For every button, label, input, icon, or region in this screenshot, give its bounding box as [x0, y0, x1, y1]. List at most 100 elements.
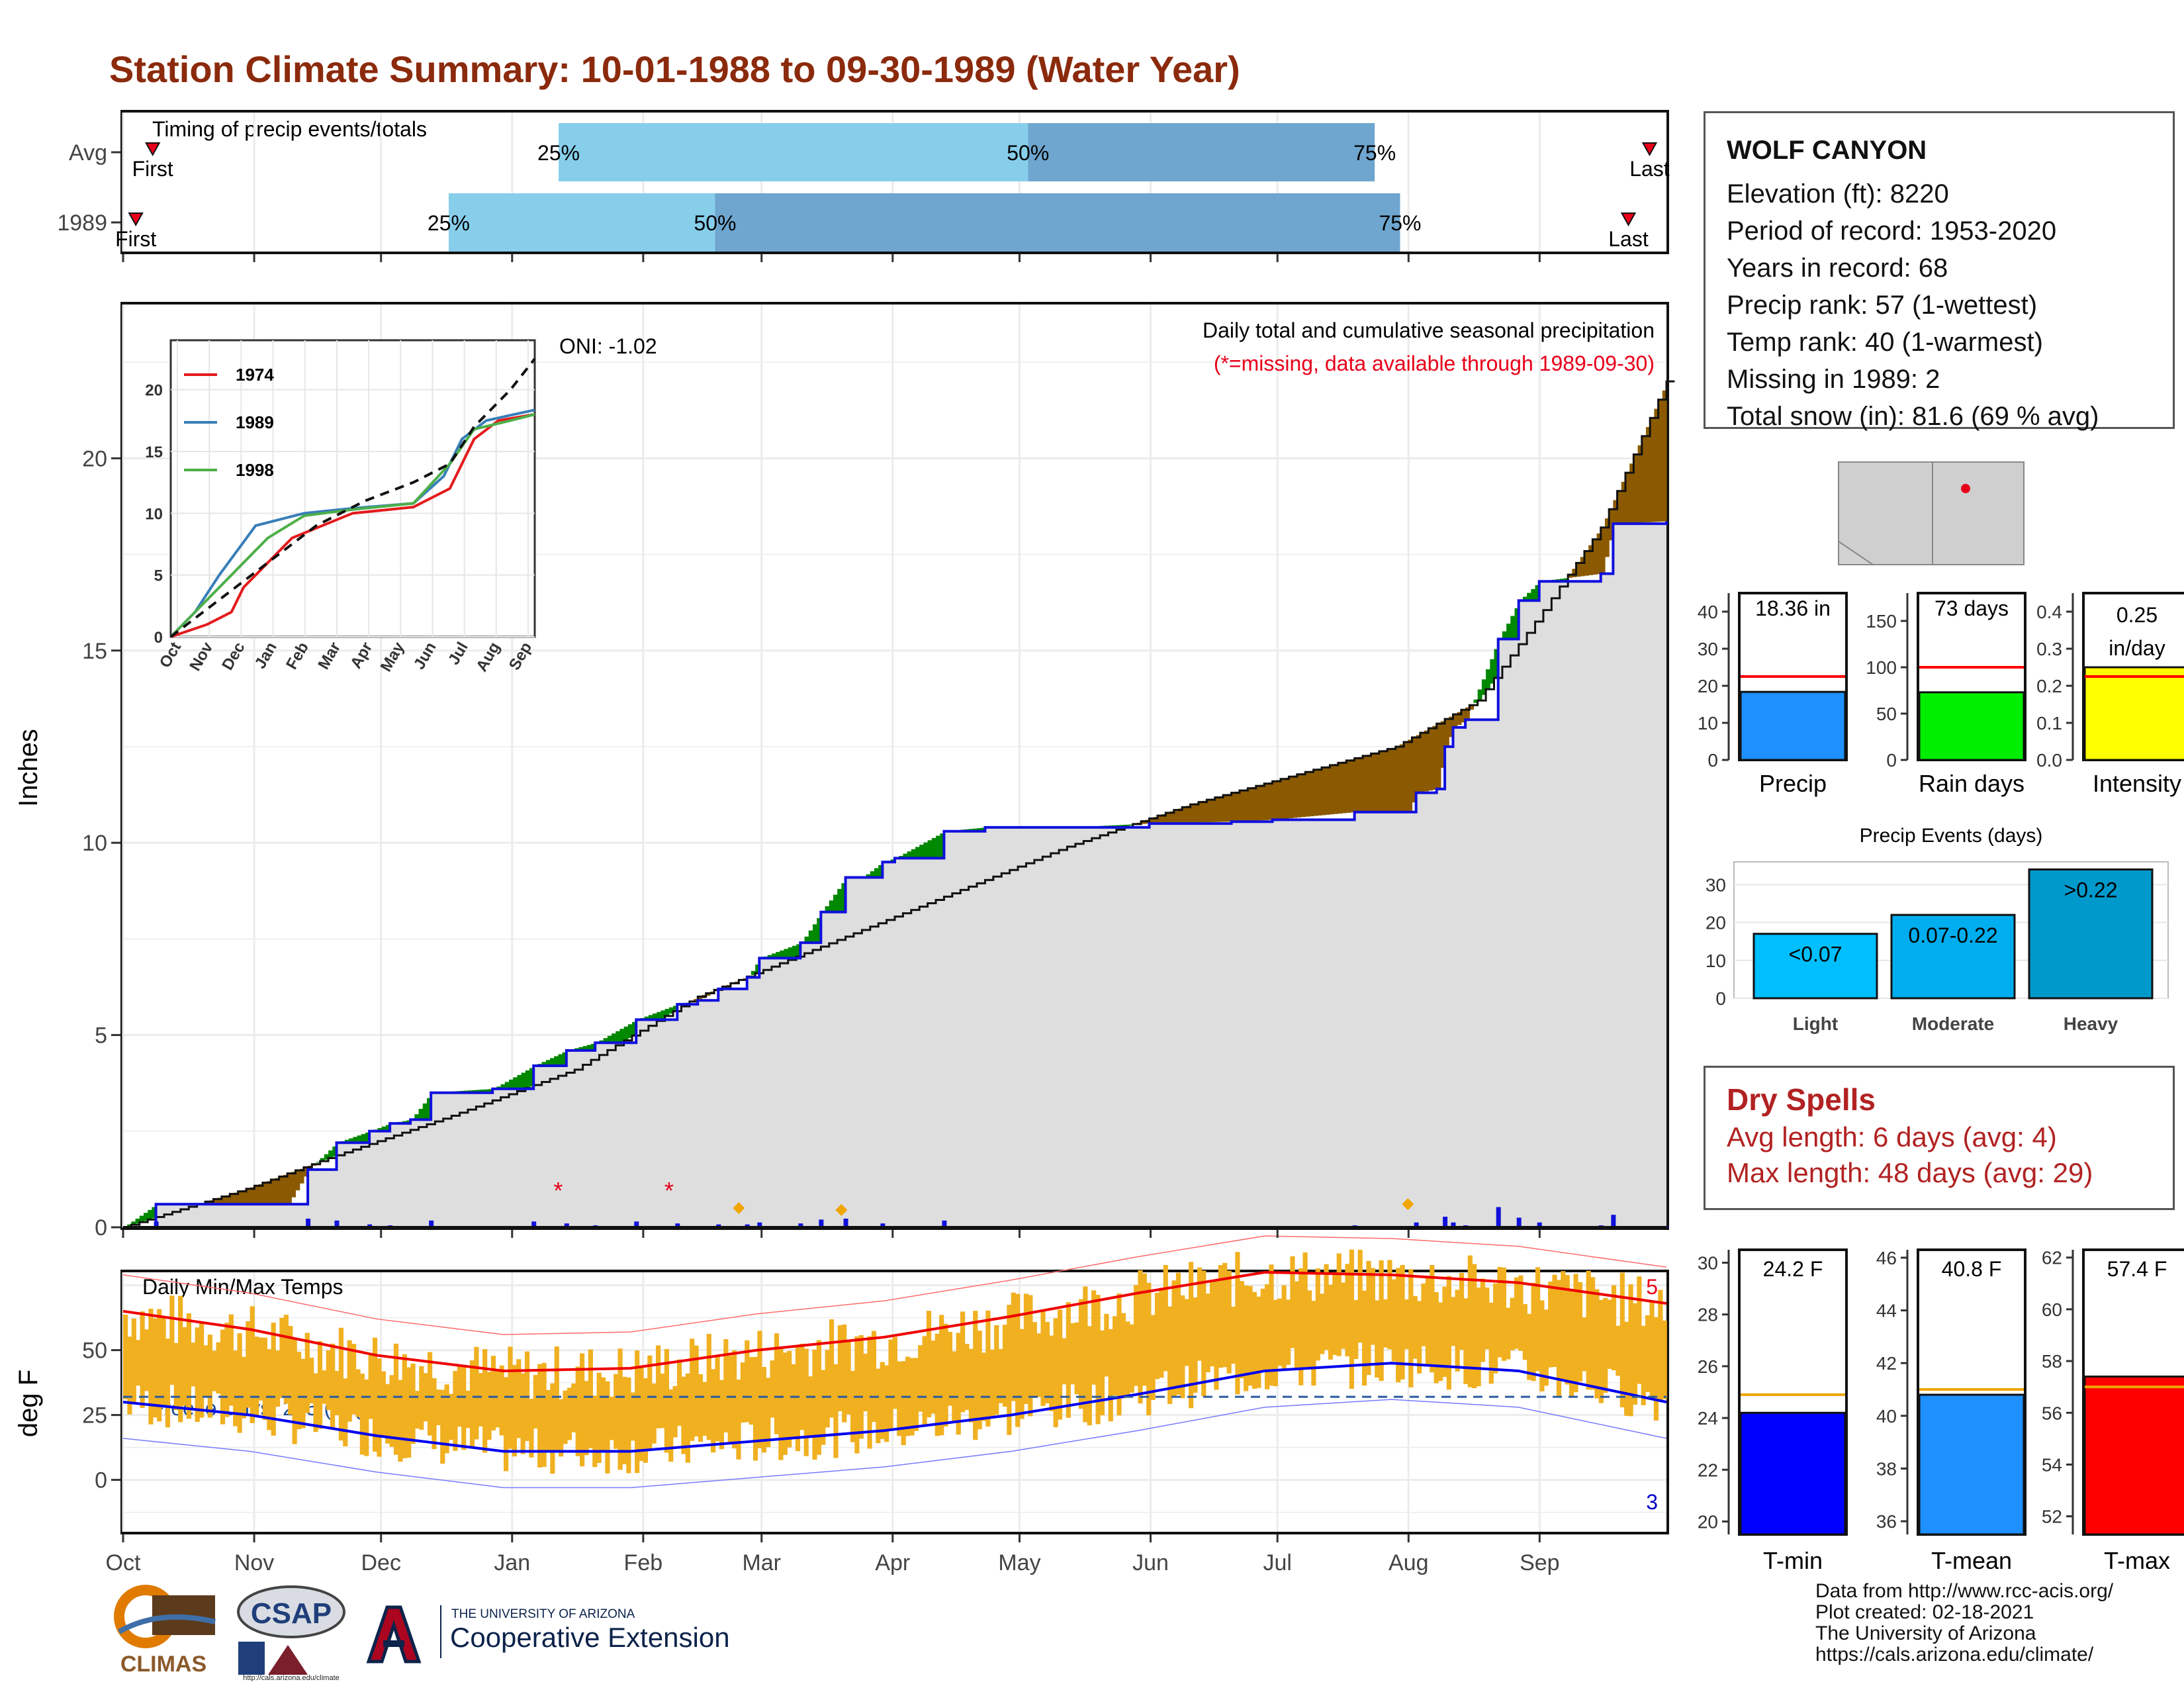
daily-temp-bar: [939, 1315, 944, 1436]
daily-temp-bar: [246, 1321, 251, 1408]
quartile-bar-low: [559, 123, 1028, 181]
daily-temp-bar: [656, 1345, 661, 1429]
surplus-area: [1124, 824, 1130, 827]
daily-temp-bar: [440, 1389, 445, 1464]
daily-temp-bar: [774, 1333, 780, 1434]
y-tick-label: 0: [1886, 750, 1897, 771]
deficit-area: [1227, 794, 1232, 822]
deficit-area: [1604, 518, 1610, 557]
daily-temp-bar: [1632, 1303, 1638, 1405]
surplus-area: [784, 949, 789, 962]
y-tick-label: 150: [1866, 611, 1897, 632]
daily-temp-bar: [630, 1392, 635, 1441]
daily-temp-bar: [1044, 1321, 1050, 1404]
station-detail: Years in record: 68: [1727, 254, 1948, 283]
temp-summary-bar: [1739, 1411, 1846, 1536]
y-tick-label: 50: [82, 1338, 107, 1364]
summary-bar-label: Rain days: [1919, 770, 2025, 797]
daily-temp-bar: [1095, 1295, 1101, 1425]
daily-temp-bar: [1007, 1305, 1012, 1435]
temp-summary-value: 24.2 F: [1763, 1257, 1823, 1281]
daily-temp-bar: [559, 1399, 564, 1457]
surplus-area: [509, 1079, 514, 1095]
deficit-area: [1239, 790, 1244, 821]
daily-temp-bar: [1662, 1320, 1667, 1399]
dry-spells-avg: Avg length: 6 days (avg: 4): [1727, 1121, 2057, 1152]
deficit-area: [1641, 436, 1647, 523]
daily-temp-bar: [1561, 1271, 1566, 1380]
deficit-area: [1198, 802, 1203, 823]
deficit-area: [1276, 780, 1281, 820]
daily-temp-bar: [1032, 1322, 1037, 1398]
daily-temp-bar: [1467, 1255, 1473, 1387]
summary-bar-value: in/day: [2109, 636, 2165, 660]
daily-temp-bar: [1582, 1317, 1587, 1372]
month-label: Sep: [1520, 1550, 1560, 1575]
surplus-area: [521, 1072, 526, 1090]
deficit-area: [275, 1178, 280, 1205]
daily-temp-bar: [1311, 1301, 1316, 1386]
daily-temp-bar: [1598, 1299, 1604, 1403]
deficit-area: [1658, 399, 1663, 522]
deficit-area: [698, 996, 703, 1001]
daily-temp-bar: [1125, 1321, 1130, 1397]
deficit-area: [230, 1194, 235, 1205]
surplus-area: [365, 1132, 370, 1146]
deficit-area: [283, 1175, 288, 1205]
deficit-area: [1293, 775, 1298, 818]
daily-precip-bar: [1443, 1217, 1448, 1227]
daily-temp-bar: [1336, 1253, 1342, 1356]
daily-temp-bar: [1497, 1267, 1502, 1358]
daily-temp-bar: [478, 1373, 483, 1427]
daily-temp-bar: [1184, 1299, 1189, 1366]
deficit-area: [726, 984, 731, 986]
daily-temp-bar: [237, 1333, 242, 1433]
daily-temp-bar: [220, 1329, 226, 1425]
deficit-area: [1432, 726, 1437, 790]
y-tick-label: 0: [95, 1468, 107, 1493]
deficit-area: [291, 1172, 296, 1197]
y-tick-label: 44: [1876, 1301, 1897, 1321]
deficit-area: [1281, 778, 1285, 820]
daily-precip-bar: [1414, 1222, 1419, 1227]
ua-logo: [366, 1605, 422, 1664]
y-tick-label: 0: [95, 1215, 107, 1241]
surplus-area: [139, 1215, 144, 1223]
surplus-area: [422, 1103, 428, 1126]
daily-temp-bar: [1070, 1323, 1075, 1385]
daily-temp-bar: [465, 1390, 471, 1429]
daily-temp-bar: [368, 1354, 373, 1419]
daily-temp-bar: [1408, 1269, 1414, 1387]
quartile-bar-low: [448, 193, 715, 252]
daily-temp-bar: [1383, 1299, 1388, 1348]
deficit-area: [1350, 759, 1355, 813]
surplus-area: [1473, 699, 1479, 703]
deficit-area: [226, 1195, 230, 1205]
surplus-area: [788, 947, 793, 961]
surplus-area: [525, 1070, 530, 1088]
daily-temp-bar: [1484, 1287, 1490, 1350]
daily-temp-bar: [267, 1349, 272, 1430]
quartile-label: 25%: [428, 211, 470, 235]
y-tick-label: 10: [1698, 713, 1718, 733]
surplus-area: [1563, 578, 1569, 581]
summary-bar-value: 73 days: [1934, 596, 2009, 620]
y-tick-label: 62: [2042, 1248, 2062, 1268]
credits: Data from http://www.rcc-acis.org/ Plot …: [1815, 1581, 2113, 1665]
daily-temp-bar: [1023, 1293, 1029, 1404]
daily-temp-bar: [660, 1374, 665, 1429]
deficit-area: [1289, 776, 1294, 818]
daily-temp-bar: [1404, 1299, 1410, 1350]
daily-temp-bar: [1324, 1264, 1329, 1350]
credit-line: https://cals.arizona.edu/climate/: [1815, 1644, 2094, 1665]
normal-max-line: [122, 1270, 1667, 1372]
deficit-area: [1568, 575, 1572, 578]
daily-temp-bar: [1430, 1265, 1435, 1373]
daily-temp-bar: [1375, 1300, 1380, 1378]
daily-temp-bar: [626, 1377, 631, 1474]
station-detail: Missing in 1989: 2: [1727, 365, 1940, 394]
event-bar-value: <0.07: [1789, 943, 1843, 966]
y-tick-label: 10: [1706, 951, 1726, 971]
daily-temp-bar: [723, 1339, 729, 1432]
